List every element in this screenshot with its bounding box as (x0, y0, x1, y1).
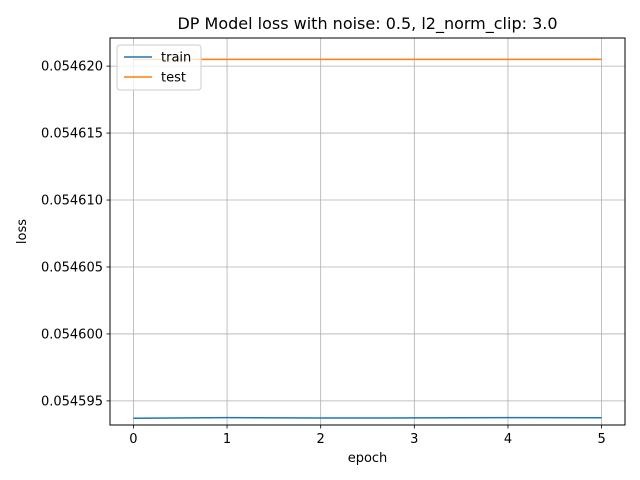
x-axis-label: epoch (348, 451, 388, 466)
x-tick-label: 0 (129, 432, 137, 447)
plot-frame (109, 37, 626, 426)
x-tick-label: 3 (410, 432, 418, 447)
y-tick-label: 0.054595 (41, 394, 103, 409)
x-ticks: 0 1 2 3 4 5 (129, 425, 606, 447)
grid (110, 38, 625, 425)
x-tick-label: 5 (597, 432, 605, 447)
y-tick-label: 0.054615 (41, 127, 103, 142)
y-tick-label: 0.054605 (41, 260, 103, 275)
y-ticks: 0.054595 0.054600 0.054605 0.054610 0.054615… (41, 60, 110, 409)
legend: train test (116, 44, 202, 91)
y-tick-label: 0.054610 (41, 194, 103, 209)
legend-label-train: train (161, 51, 191, 66)
y-tick-label: 0.054600 (41, 327, 103, 342)
x-tick-label: 2 (317, 432, 325, 447)
x-tick-label: 1 (223, 432, 231, 447)
series-lines (133, 58, 602, 420)
series-line-train (133, 416, 602, 420)
y-axis-label: loss (15, 219, 30, 244)
x-tick-label: 4 (504, 432, 512, 447)
y-tick-label: 0.054620 (41, 60, 103, 75)
legend-label-test: test (161, 71, 186, 86)
chart-title: DP Model loss with noise: 0.5, l2_norm_c… (177, 14, 557, 34)
